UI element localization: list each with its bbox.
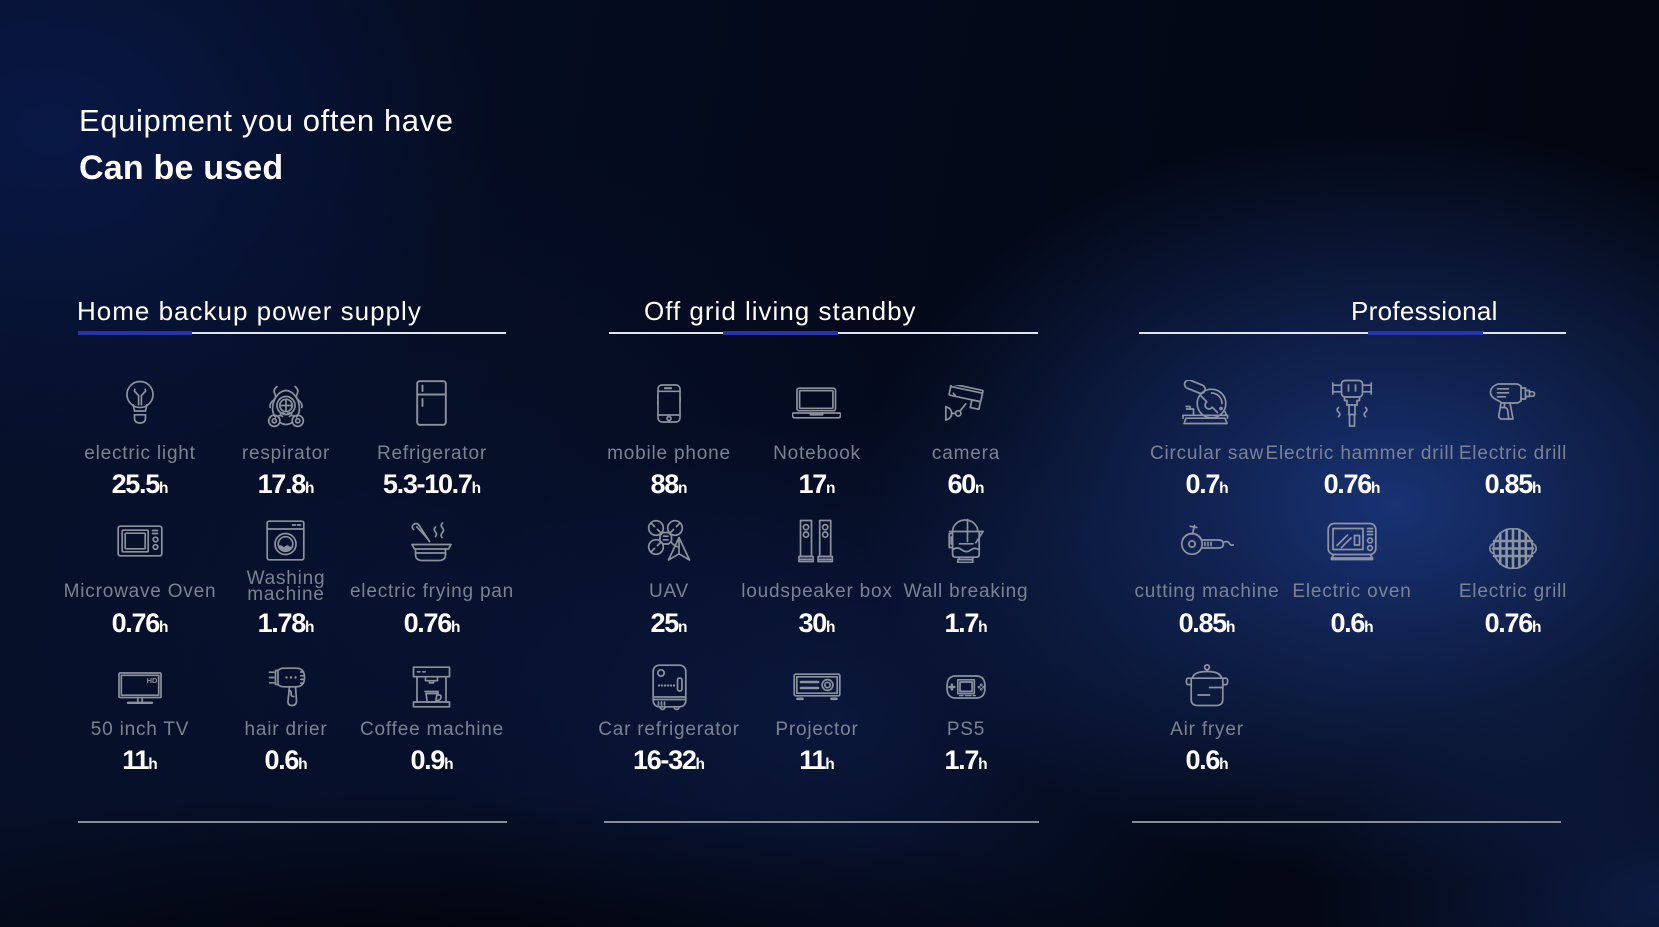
- svg-text:HD: HD: [147, 676, 158, 685]
